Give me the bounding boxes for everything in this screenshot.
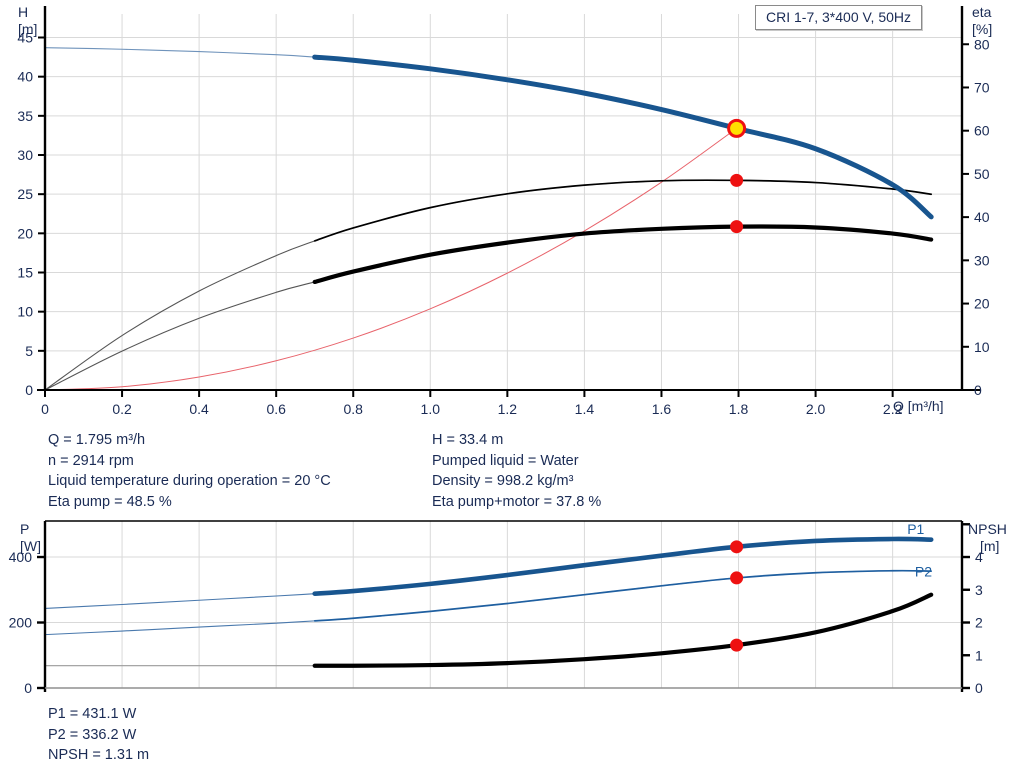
info-line: Density = 998.2 kg/m³	[432, 473, 574, 489]
p2-curve-thick-segment	[313, 569, 933, 622]
npsh-curve-thick-segment	[312, 592, 934, 668]
eta-pump-motor-curve-thick-segment	[312, 224, 934, 285]
main-y-right-tick-label: 60	[974, 123, 990, 139]
info-line: Q = 1.795 m³/h	[48, 432, 146, 448]
power-y-right-tick-label: 2	[975, 615, 983, 631]
main-y-right-tick-label: 80	[974, 36, 990, 52]
power-y-right-tick-label: 3	[975, 582, 983, 598]
power-y-right-tick-label: 4	[975, 549, 983, 565]
npsh-point-marker[interactable]	[730, 638, 744, 652]
power-y-right-axis-title: NPSH [m]	[968, 521, 1007, 554]
main-x-tick-label: 1.4	[575, 401, 595, 417]
power-y-left-tick-label: 200	[9, 615, 33, 631]
main-y-left-tick-label: 35	[17, 108, 33, 124]
eta-pump-motor-point-marker[interactable]	[730, 220, 744, 234]
eta-pump-point-marker[interactable]	[730, 173, 744, 187]
main-y-right-tick-label: 20	[974, 296, 990, 312]
info-line: P2 = 336.2 W	[48, 726, 137, 743]
main-x-tick-label: 2.0	[806, 401, 826, 417]
info-line: n = 2914 rpm	[48, 452, 134, 469]
main-y-left-tick-label: 0	[25, 382, 33, 398]
p1-curve-thick-segment	[312, 536, 934, 596]
info-block-left: Q = 1.795 m³/h n = 2914 rpm Liquid tempe…	[48, 430, 331, 512]
main-x-axis-title: Q [m³/h]	[893, 398, 944, 414]
duty-point-marker[interactable]	[727, 118, 747, 138]
main-x-tick-label: 0	[41, 401, 49, 417]
main-x-tick-label: 1.0	[421, 401, 441, 417]
eta-pump-curve-thick-segment	[313, 179, 933, 242]
info-line: H = 33.4 m	[432, 432, 504, 448]
main-x-tick-label: 1.8	[729, 401, 749, 417]
main-x-tick-label: 0.2	[112, 401, 132, 417]
info-line: Pumped liquid = Water	[432, 452, 579, 469]
main-y-left-tick-label: 30	[17, 147, 33, 163]
power-y-left-tick-label: 0	[24, 680, 32, 696]
main-y-left-tick-label: 10	[17, 304, 33, 320]
info-line: Eta pump = 48.5 %	[48, 493, 172, 510]
p2-curve-thin-segment	[44, 570, 932, 636]
info-line: Eta pump+motor = 37.8 %	[432, 493, 602, 510]
main-y-left-axis-title: H [m]	[18, 4, 38, 37]
p2-point-marker[interactable]	[730, 571, 744, 585]
power-y-right-tick-label: 0	[975, 680, 983, 696]
main-x-tick-label: 0.6	[266, 401, 286, 417]
main-y-right-tick-label: 0	[974, 382, 982, 398]
main-y-right-tick-label: 30	[974, 252, 990, 268]
power-y-right-tick-label: 1	[975, 647, 983, 663]
power-series-label-p1: P1	[907, 521, 924, 537]
main-y-left-tick-label: 40	[17, 69, 33, 85]
p1-point-marker[interactable]	[730, 540, 744, 554]
eta-pump-curve-thin-segment	[44, 179, 932, 391]
main-y-left-tick-label: 5	[25, 343, 33, 359]
info-line: P1 = 431.1 W	[48, 706, 137, 722]
main-y-left-tick-label: 45	[17, 30, 33, 46]
main-y-left-tick-label: 25	[17, 186, 33, 202]
main-x-tick-label: 1.6	[652, 401, 672, 417]
main-x-tick-label: 1.2	[498, 401, 518, 417]
main-x-tick-label: 0.8	[344, 401, 364, 417]
main-y-left-tick-label: 15	[17, 265, 33, 281]
main-y-right-tick-label: 50	[974, 166, 990, 182]
power-y-left-tick-label: 400	[9, 549, 33, 565]
main-y-right-axis-title: eta [%]	[972, 4, 993, 37]
eta-pump-motor-curve-thin-segment	[44, 225, 932, 391]
head-curve-thin-segment	[44, 47, 932, 218]
head-curve-thick-segment	[312, 54, 934, 220]
power-series-label-p2: P2	[915, 564, 932, 580]
main-x-tick-label: 0.4	[189, 401, 209, 417]
info-line: Liquid temperature during operation = 20…	[48, 473, 331, 489]
power-y-left-axis-title: P [W]	[20, 521, 41, 554]
main-y-left-tick-label: 20	[17, 225, 33, 241]
info-line: NPSH = 1.31 m	[48, 747, 150, 763]
system-curve-thin-segment	[44, 127, 738, 391]
main-y-right-tick-label: 70	[974, 79, 990, 95]
main-x-tick-label: 2.2	[883, 401, 903, 417]
info-block-right: H = 33.4 m Pumped liquid = Water Density…	[432, 430, 601, 512]
main-y-right-tick-label: 10	[974, 339, 990, 355]
chart-title-box: CRI 1-7, 3*400 V, 50Hz	[755, 5, 923, 30]
info-block-bottom: P1 = 431.1 W P2 = 336.2 W NPSH = 1.31 m	[48, 704, 149, 766]
main-y-right-tick-label: 40	[974, 209, 990, 225]
